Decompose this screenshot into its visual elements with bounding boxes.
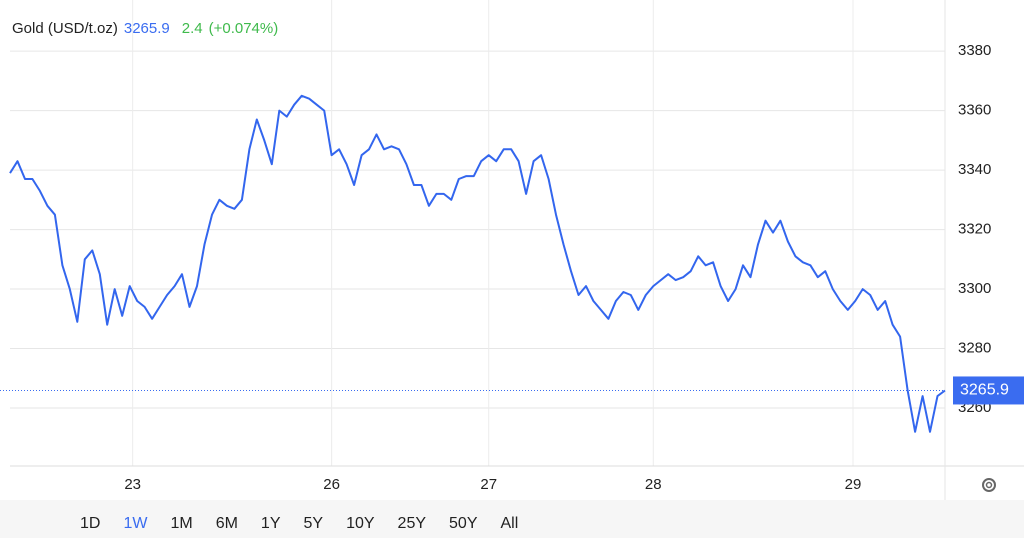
- x-tick-label: 27: [480, 476, 497, 493]
- x-tick-label: 23: [124, 476, 141, 493]
- y-tick-label: 3300: [958, 280, 991, 297]
- range-button[interactable]: 1Y: [261, 515, 281, 532]
- price-change: 2.4: [182, 20, 203, 37]
- gear-hub: [985, 481, 993, 489]
- range-button[interactable]: 1M: [170, 515, 192, 532]
- last-price-tag: [953, 376, 1024, 405]
- range-button[interactable]: All: [500, 515, 518, 532]
- last-price: 3265.9: [124, 20, 170, 37]
- y-tick-label: 3340: [958, 161, 991, 178]
- range-button[interactable]: 25Y: [398, 515, 427, 532]
- range-button[interactable]: 5Y: [304, 515, 324, 532]
- range-button[interactable]: 10Y: [346, 515, 375, 532]
- chart-title: Gold (USD/t.oz): [12, 20, 118, 37]
- y-tick-label: 3280: [958, 340, 991, 357]
- price-line: [9, 94, 946, 433]
- x-tick-label: 29: [845, 476, 862, 493]
- gear-icon[interactable]: [982, 478, 996, 492]
- x-tick-label: 26: [323, 476, 340, 493]
- y-tick-label: 3320: [958, 221, 991, 238]
- range-button[interactable]: 6M: [216, 515, 238, 532]
- range-button[interactable]: 50Y: [449, 515, 478, 532]
- range-button[interactable]: 1D: [80, 515, 100, 532]
- last-price-tag-label: 3265.9: [960, 382, 1009, 399]
- x-tick-label: 28: [645, 476, 662, 493]
- y-tick-label: 3380: [958, 42, 991, 59]
- range-bar: [0, 500, 1024, 538]
- y-tick-label: 3360: [958, 102, 991, 119]
- range-button[interactable]: 1W: [123, 515, 148, 532]
- price-change-percent: (+0.074%): [209, 20, 279, 37]
- gear-ring: [982, 478, 996, 492]
